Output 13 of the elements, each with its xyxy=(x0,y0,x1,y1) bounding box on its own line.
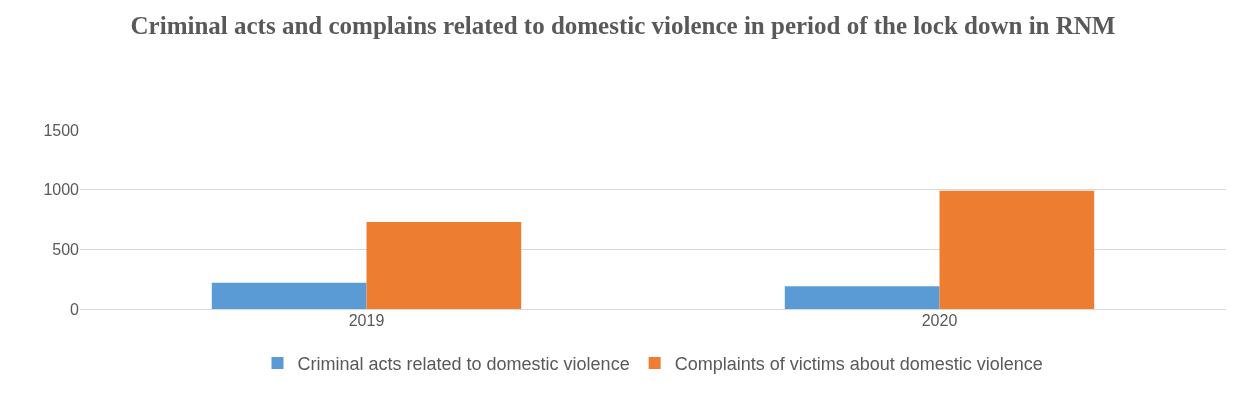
bar xyxy=(939,190,1095,309)
chart-title: Criminal acts and complains related to domestic violence in period of the lock down in RNM xyxy=(130,12,1116,40)
y-tick-label: 1000 xyxy=(43,181,80,199)
y-tick-label: 1500 xyxy=(43,121,80,139)
bar xyxy=(211,282,367,309)
y-tick-label: 500 xyxy=(52,240,80,258)
bar xyxy=(784,286,940,309)
x-tick-label: 2020 xyxy=(921,312,958,329)
legend-label: Criminal acts related to domestic violence xyxy=(297,354,630,375)
legend-label: Complaints of victims about domestic violence xyxy=(674,354,1043,375)
x-tick-label: 2019 xyxy=(348,312,385,329)
bar xyxy=(366,221,522,309)
y-tick-label: 0 xyxy=(70,300,80,318)
